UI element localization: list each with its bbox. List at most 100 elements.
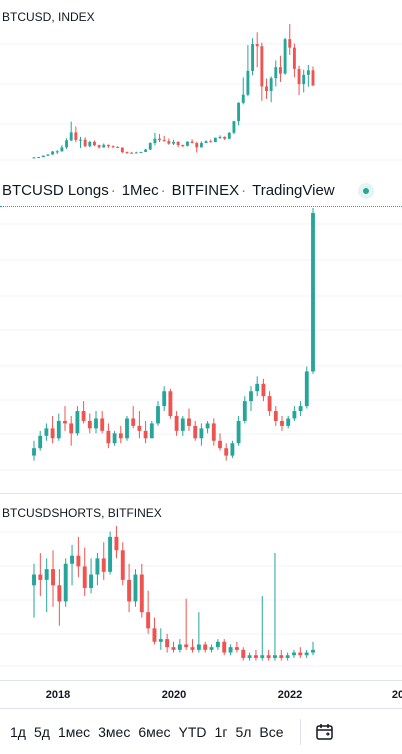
candle [143,420,148,444]
candle [241,77,245,105]
candle [83,137,87,148]
range-button-3m[interactable]: 3мес [98,723,131,740]
candle-body [279,655,284,658]
candle-body [162,391,167,407]
candle [311,66,315,86]
candle-body [158,138,161,141]
candle-body [234,647,239,650]
time-tick-label: 2018 [45,689,71,701]
candle-body [65,140,68,148]
symbol-legend[interactable]: BTCUSD Longs · 1Мес · BITFINEX · TradingView [0,176,402,206]
candle [304,366,309,409]
candle [255,32,259,68]
candle [246,45,250,97]
candle-body [63,563,68,602]
candle [223,136,227,141]
candle [247,652,252,661]
range-button-1d[interactable]: 1д [10,723,26,740]
candle-body [168,391,173,416]
candle-body [292,47,296,69]
candle [158,133,161,143]
candle [57,569,62,626]
candle-body [125,418,129,439]
candle [168,388,173,419]
candle-body [131,418,136,426]
candle-body [70,555,75,564]
candle-body [100,418,105,431]
legend-separator: · [160,182,166,199]
candle-body [298,652,303,656]
candle-body [232,121,236,133]
btcusd-longs-pane[interactable] [0,172,402,494]
candle-body [165,639,170,648]
candle-body [199,428,204,439]
candle [232,120,236,135]
candle [37,156,41,159]
candle [272,552,277,661]
candle-body [274,67,278,79]
candle [204,140,208,144]
candle-body [106,430,111,444]
candle-body [255,383,260,392]
candle-body [88,141,92,147]
candle [70,544,75,586]
candle-body [114,536,119,551]
candle-body [76,555,81,567]
candle [255,376,260,397]
candle [209,139,213,143]
candle-body [176,141,180,146]
candle-body [190,647,195,650]
candle-body [127,579,132,602]
range-button-all[interactable]: Все [259,723,284,740]
btcusd-longs-chart[interactable] [0,172,402,494]
legend-symbol[interactable]: BTCUSD Longs [2,182,109,199]
btcusd-shorts-pane[interactable]: BTCUSDSHORTS, BITFINEX [0,494,402,680]
candle [186,141,189,147]
btcusd-index-pane[interactable]: BTCUSD, INDEX [0,0,402,172]
candle [149,420,154,439]
candle [51,550,55,607]
range-button-ytd[interactable]: YTD [178,723,207,740]
candle [190,139,194,144]
candle-body [292,411,297,419]
candle [76,536,81,578]
candle [81,401,86,424]
candle [55,150,59,155]
candle [211,418,216,446]
candle-body [156,406,160,424]
legend-interval[interactable]: 1Мес [121,182,159,199]
candle-body [218,440,222,449]
candle-body [108,536,113,572]
range-button-6m[interactable]: 6мес [138,723,171,740]
candle [133,569,138,607]
candle-body [83,139,87,147]
range-button-5y[interactable]: 5л [235,723,252,740]
candle-body [193,425,198,439]
candle [120,542,125,586]
candle-body [267,396,272,412]
range-button-1y[interactable]: 1г [214,723,228,740]
btcusd-index-chart[interactable] [0,0,402,172]
pane-divider[interactable] [0,493,402,494]
candle-body [260,655,265,658]
candle-body [171,647,176,650]
candle-body [50,428,55,439]
candle-body [158,639,163,642]
candle [215,639,220,650]
calendar-icon[interactable] [315,722,335,742]
candle-body [57,585,62,602]
candle-body [75,411,80,434]
candle-body [211,423,216,441]
candle-body [44,569,49,580]
btcusd-shorts-chart[interactable] [0,494,402,680]
range-button-5d[interactable]: 5д [33,723,50,740]
range-button-1m[interactable]: 1мес [57,723,91,740]
time-axis[interactable]: 2018 2020 2022 20 [0,680,402,709]
candle [302,69,306,93]
candle [283,37,287,75]
candle-body [41,155,45,158]
candle-body [195,143,199,148]
candle [213,137,217,143]
candle-body [292,652,296,656]
candle [279,55,282,82]
